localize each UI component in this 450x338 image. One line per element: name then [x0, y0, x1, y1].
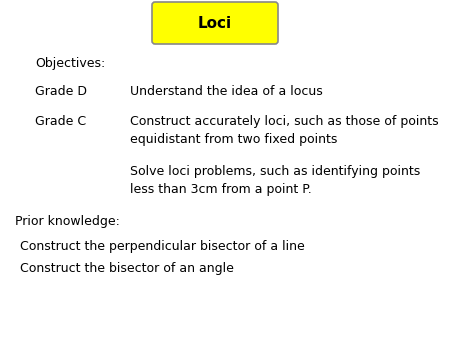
Text: Understand the idea of a locus: Understand the idea of a locus	[130, 85, 323, 98]
Text: Construct accurately loci, such as those of points
equidistant from two fixed po: Construct accurately loci, such as those…	[130, 115, 439, 146]
Text: Objectives:: Objectives:	[35, 57, 105, 70]
Text: Construct the bisector of an angle: Construct the bisector of an angle	[20, 262, 234, 275]
FancyBboxPatch shape	[152, 2, 278, 44]
Text: Prior knowledge:: Prior knowledge:	[15, 215, 120, 228]
Text: Loci: Loci	[198, 16, 232, 30]
Text: Construct the perpendicular bisector of a line: Construct the perpendicular bisector of …	[20, 240, 305, 253]
Text: Grade D: Grade D	[35, 85, 87, 98]
Text: Grade C: Grade C	[35, 115, 86, 128]
Text: Solve loci problems, such as identifying points
less than 3cm from a point P.: Solve loci problems, such as identifying…	[130, 165, 420, 196]
